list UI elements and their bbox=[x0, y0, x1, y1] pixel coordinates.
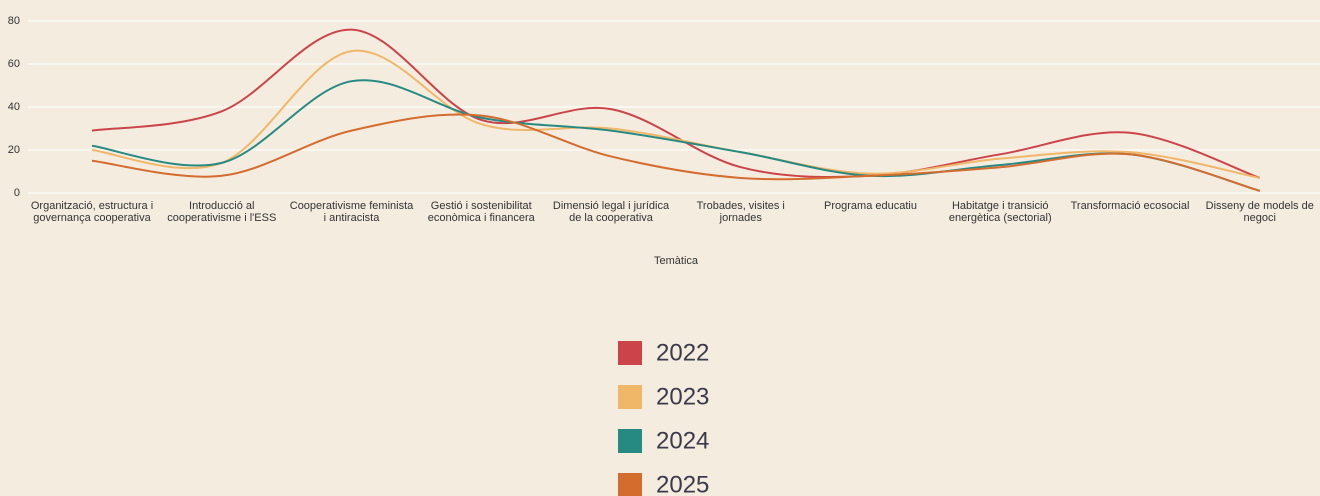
legend-label: 2023 bbox=[656, 383, 709, 410]
legend-swatch bbox=[618, 473, 642, 496]
legend-swatch bbox=[618, 341, 642, 365]
x-tick-label: Cooperativisme feminista i antiracista bbox=[289, 200, 414, 224]
y-tick-label: 60 bbox=[8, 58, 20, 70]
legend-swatch bbox=[618, 385, 642, 409]
x-tick-label: Dimensió legal i jurídica de la cooperat… bbox=[552, 200, 670, 224]
x-tick-label: Habitatge i transició energètica (sector… bbox=[948, 200, 1052, 224]
x-tick-label: Trobades, visites i jornades bbox=[696, 200, 785, 224]
x-tick-label: Introducció al cooperativisme i l'ESS bbox=[167, 200, 277, 224]
legend-label: 2024 bbox=[656, 427, 709, 454]
x-axis-label: Temàtica bbox=[654, 255, 699, 267]
legend-label: 2022 bbox=[656, 339, 709, 366]
y-tick-label: 20 bbox=[8, 144, 20, 156]
series-line bbox=[91, 49, 1260, 179]
x-tick-label: Transformació ecosocial bbox=[1070, 200, 1190, 212]
series-line bbox=[91, 28, 1261, 179]
series-line bbox=[91, 79, 1261, 192]
series-line bbox=[91, 113, 1261, 192]
y-tick-label: 40 bbox=[8, 101, 20, 113]
x-tick-label: Organització, estructura i governança co… bbox=[30, 200, 154, 224]
y-tick-label: 0 bbox=[14, 187, 20, 199]
x-tick-label: Disseny de models de negoci bbox=[1205, 200, 1314, 224]
x-tick-label: Gestió i sostenibilitat econòmica i fina… bbox=[427, 200, 535, 224]
y-tick-label: 80 bbox=[8, 15, 20, 27]
x-tick-label: Programa educatiu bbox=[824, 200, 917, 212]
legend-swatch bbox=[618, 429, 642, 453]
legend-label: 2025 bbox=[656, 471, 709, 496]
